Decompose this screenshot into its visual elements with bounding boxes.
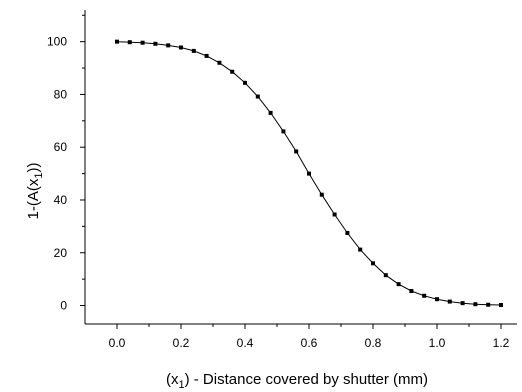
x-tick-label: 0.0 — [109, 336, 126, 350]
data-point — [409, 289, 414, 294]
x-tick-label: 1.2 — [493, 336, 510, 350]
y-tick-label: 100 — [47, 35, 67, 49]
data-point — [383, 273, 388, 278]
data-point — [473, 302, 478, 307]
data-point — [422, 293, 427, 298]
data-point — [281, 129, 286, 134]
data-point — [191, 48, 196, 53]
data-point — [435, 297, 439, 302]
y-tick-label: 40 — [54, 193, 68, 207]
data-point — [255, 94, 260, 99]
data-point — [179, 45, 183, 50]
data-point — [396, 282, 401, 287]
data-point — [371, 261, 375, 266]
data-point — [243, 80, 247, 85]
x-tick-label: 1.0 — [429, 336, 446, 350]
data-point — [127, 40, 132, 45]
y-axis-ticks: 0 20 40 60 80 100 — [47, 14, 85, 313]
data-point — [486, 302, 491, 307]
axes — [84, 10, 517, 325]
data-point — [204, 53, 209, 58]
data-point — [115, 39, 119, 44]
data-series — [115, 39, 503, 308]
data-point — [319, 192, 324, 197]
data-point — [447, 299, 452, 304]
data-point — [307, 171, 311, 176]
data-point — [217, 60, 222, 65]
data-point — [460, 301, 465, 306]
y-axis-title: 1-(A(x1)) — [25, 163, 45, 220]
data-point — [345, 230, 350, 235]
x-tick-label: 0.2 — [173, 336, 190, 350]
data-point — [332, 212, 337, 217]
x-tick-label: 0.4 — [237, 336, 254, 350]
x-axis-ticks: 0.0 0.2 0.4 0.6 0.8 1.0 1.2 — [109, 324, 510, 350]
data-point — [358, 247, 363, 252]
data-point — [230, 69, 235, 74]
data-point — [499, 303, 503, 308]
y-tick-label: 20 — [54, 246, 68, 260]
data-point — [153, 41, 158, 46]
data-point — [294, 149, 299, 154]
x-axis-title: (x1) - Distance covered by shutter (mm) — [166, 371, 428, 391]
y-tick-label: 60 — [54, 140, 68, 154]
x-tick-label: 0.6 — [301, 336, 318, 350]
data-point — [166, 43, 171, 48]
data-point — [140, 40, 145, 45]
x-tick-label: 0.8 — [365, 336, 382, 350]
data-point — [268, 110, 273, 115]
y-tick-label: 0 — [60, 299, 67, 313]
y-tick-label: 80 — [54, 87, 68, 101]
